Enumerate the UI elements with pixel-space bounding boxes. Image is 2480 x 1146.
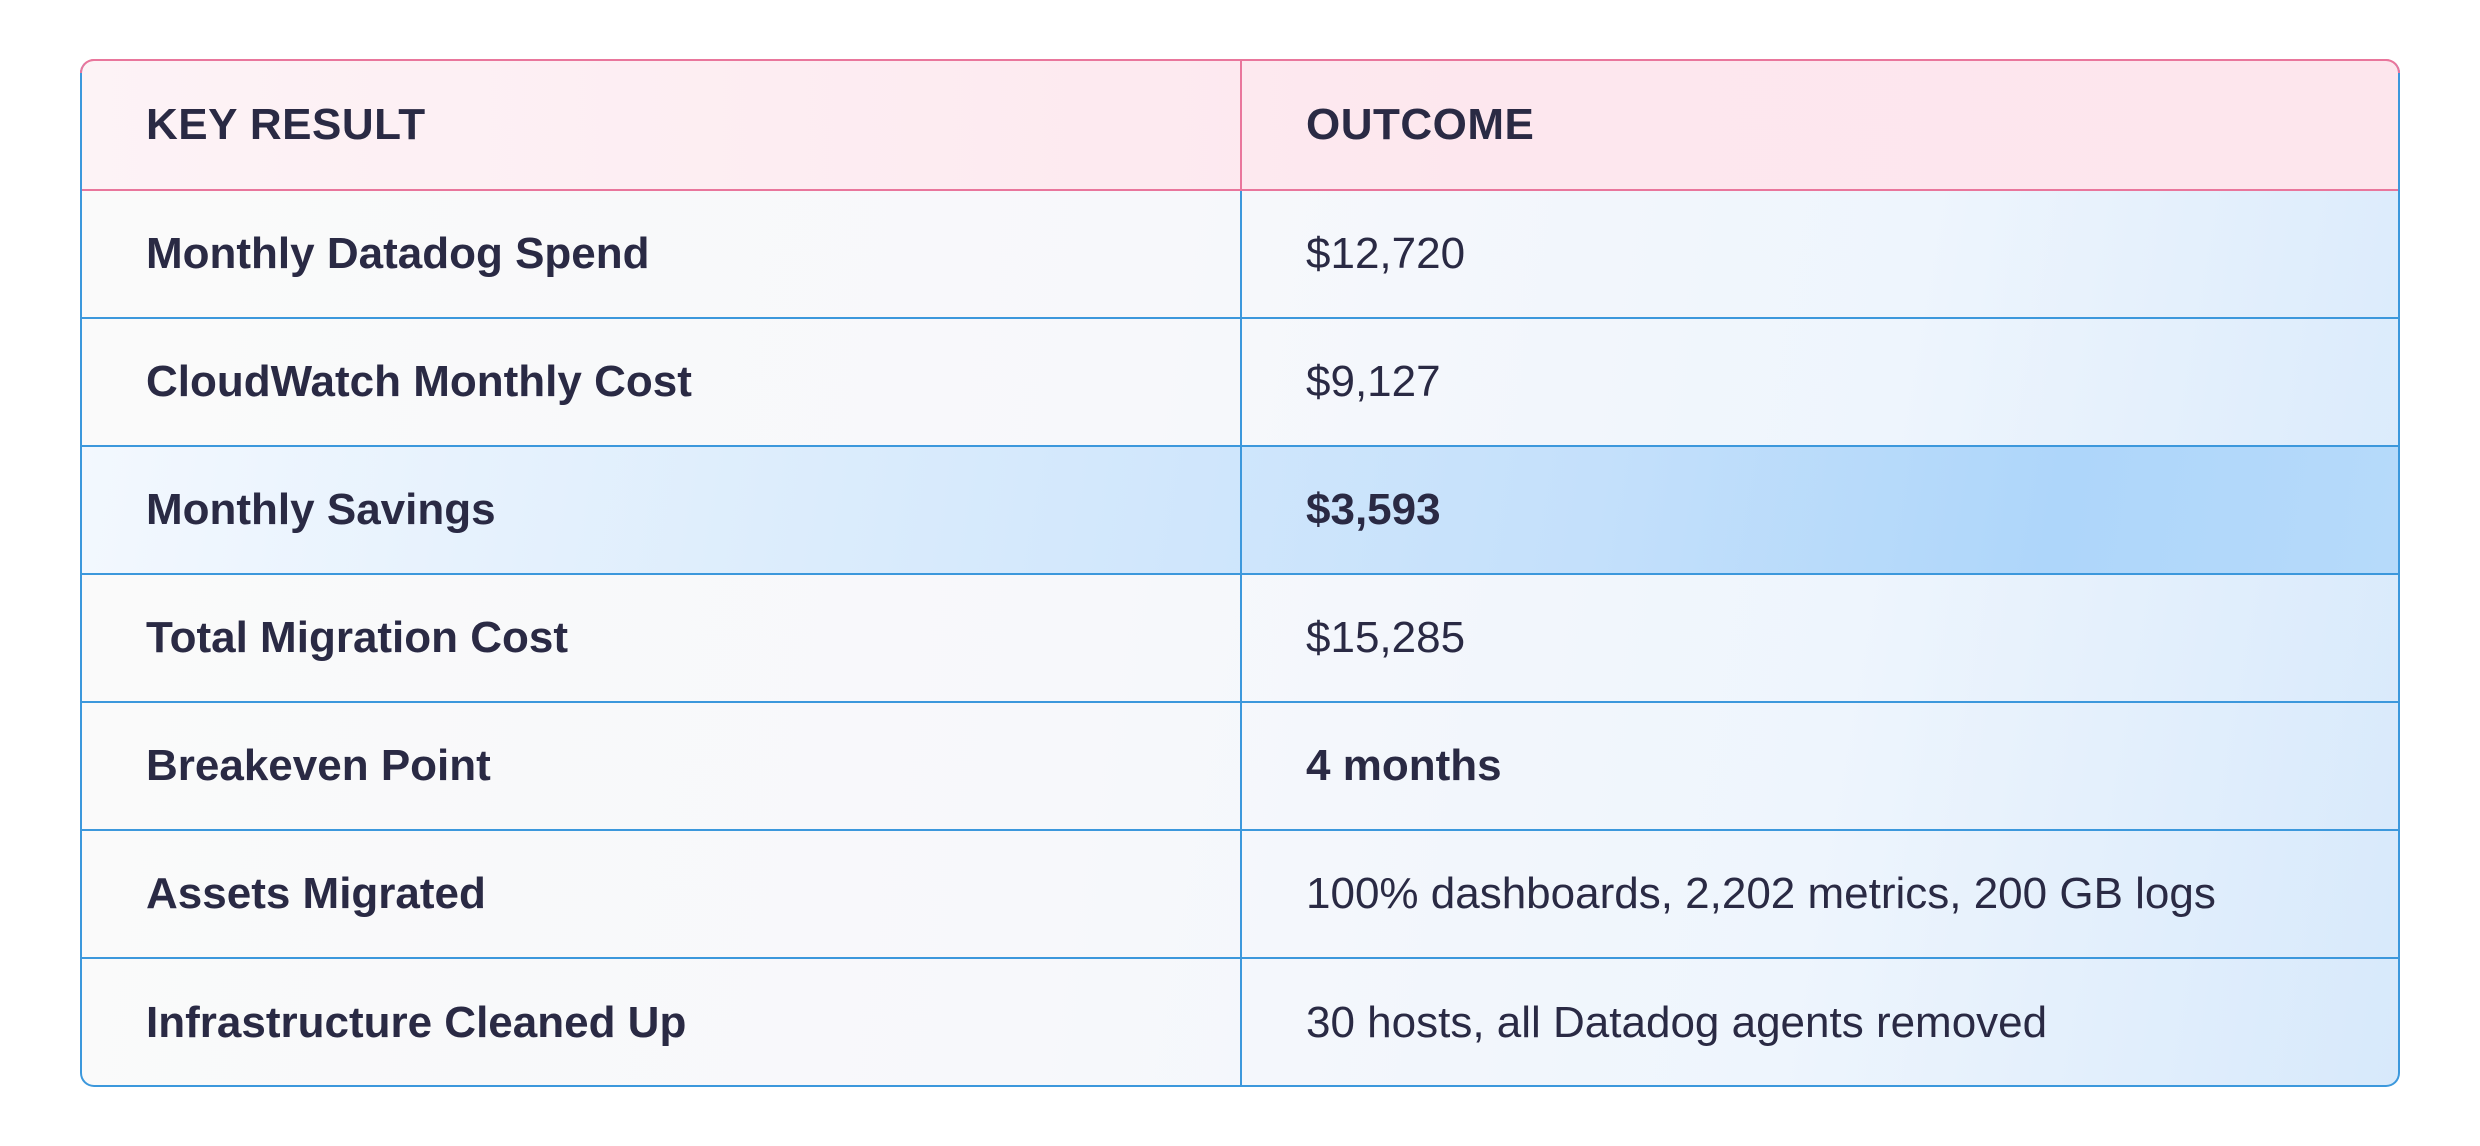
header-outcome: OUTCOME: [1241, 61, 2398, 191]
row-value: $3,593: [1241, 445, 2398, 574]
key-results-table: KEY RESULT OUTCOME Monthly Datadog Spend…: [80, 59, 2400, 1087]
table-header-row: KEY RESULT OUTCOME: [82, 61, 2398, 191]
row-value: $9,127: [1241, 317, 2398, 446]
row-key: Monthly Datadog Spend: [82, 190, 1242, 318]
row-key: Breakeven Point: [82, 701, 1242, 830]
table-row: CloudWatch Monthly Cost $9,127: [82, 317, 2398, 446]
row-value: 4 months: [1241, 701, 2398, 830]
results-table: KEY RESULT OUTCOME Monthly Datadog Spend…: [82, 61, 2398, 1085]
table-row: Monthly Datadog Spend $12,720: [82, 190, 2398, 318]
row-value: $15,285: [1241, 573, 2398, 702]
row-key: Total Migration Cost: [82, 573, 1242, 702]
row-key: CloudWatch Monthly Cost: [82, 317, 1242, 446]
table-row: Assets Migrated 100% dashboards, 2,202 m…: [82, 829, 2398, 958]
row-value: 30 hosts, all Datadog agents removed: [1241, 957, 2398, 1085]
row-value: 100% dashboards, 2,202 metrics, 200 GB l…: [1241, 829, 2398, 958]
row-key: Infrastructure Cleaned Up: [82, 957, 1242, 1085]
table-row: Infrastructure Cleaned Up 30 hosts, all …: [82, 957, 2398, 1085]
table-row: Breakeven Point 4 months: [82, 701, 2398, 830]
row-key: Assets Migrated: [82, 829, 1242, 958]
header-key-result: KEY RESULT: [82, 61, 1242, 191]
table-row: Total Migration Cost $15,285: [82, 573, 2398, 702]
row-key: Monthly Savings: [82, 445, 1242, 574]
row-value: $12,720: [1306, 229, 1466, 278]
table-row-highlighted: Monthly Savings $3,593: [82, 445, 2398, 574]
